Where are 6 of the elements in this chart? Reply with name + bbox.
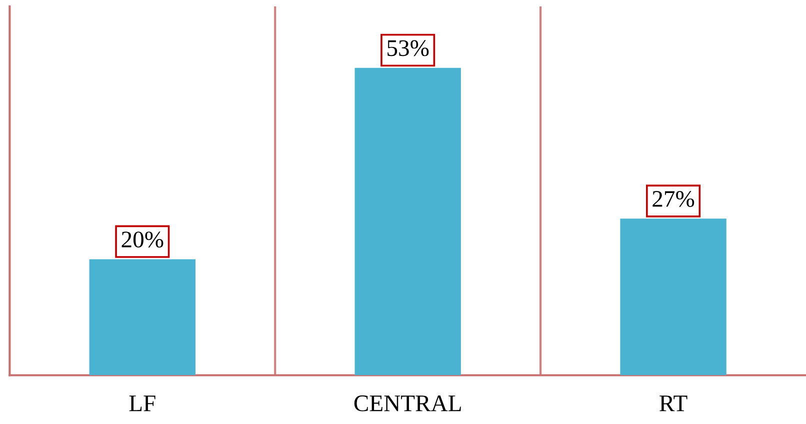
x-tick-label: CENTRAL (354, 395, 461, 412)
data-label: 53% (388, 40, 429, 56)
x-tick-label: LF (129, 396, 156, 412)
data-label: 27% (652, 190, 694, 207)
x-tick-label: RT (660, 396, 688, 412)
data-label: 20% (122, 232, 164, 248)
